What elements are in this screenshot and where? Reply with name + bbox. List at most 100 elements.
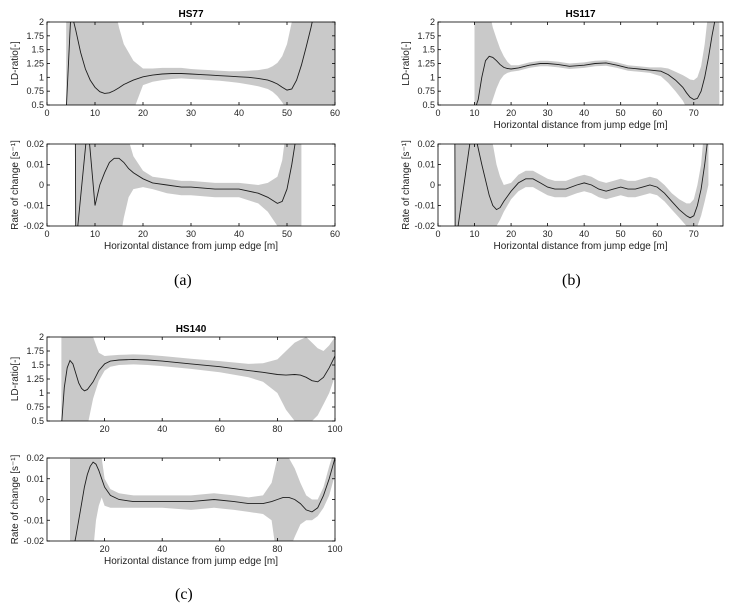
x-tick-label: 50 [616,229,626,239]
y-tick-label: 1.25 [26,374,44,384]
y-tick-label: 1.25 [417,59,435,69]
x-tick-label: 100 [327,424,342,434]
x-tick-label: 20 [506,108,516,118]
x-axis-label: Horizontal distance from jump edge [m] [494,120,668,131]
x-tick-label: 70 [689,108,699,118]
y-axis-label: Rate of change [s⁻¹] [401,140,412,230]
x-axis-label: Horizontal distance from jump edge [m] [494,241,668,252]
y-tick-label: -0.02 [414,221,435,231]
y-tick-label: -0.01 [414,201,435,211]
plot-area [74,144,302,226]
x-tick-label: 20 [506,229,516,239]
x-tick-label: 50 [282,229,292,239]
y-tick-label: 0.5 [31,416,44,426]
x-tick-label: 80 [272,424,282,434]
x-tick-label: 30 [543,108,553,118]
y-tick-label: 0.02 [417,139,435,149]
y-tick-label: 0.02 [26,453,44,463]
confidence-band-0 [454,144,709,226]
confidence-band-0 [474,22,720,105]
x-tick-label: 80 [272,544,282,554]
x-tick-label: 20 [100,424,110,434]
x-tick-label: 20 [138,229,148,239]
chart-title: HS117 [565,9,595,20]
x-tick-label: 40 [579,108,589,118]
x-tick-label: 60 [330,108,340,118]
y-tick-label: 1.5 [31,360,44,370]
x-tick-label: 70 [689,229,699,239]
y-axis-label: LD-ratio[-] [10,41,21,86]
plot-area [474,22,720,105]
y-tick-label: 0.5 [422,100,435,110]
plot-area [66,22,335,105]
confidence-band-0 [66,22,335,105]
y-tick-label: 0.01 [26,160,44,170]
y-axis-label: LD-ratio[-] [10,357,21,402]
y-tick-label: 0.02 [26,139,44,149]
chart-title: HS77 [178,9,203,20]
x-axis-label: Horizontal distance from jump edge [m] [104,556,278,567]
y-tick-label: 0.75 [26,402,44,412]
y-axis-label: Rate of change [s⁻¹] [10,140,21,230]
chart-HS117-ld: 0 10 20 30 40 50 60 70 0.5 0.75 1 1.25 1.5 1.75 2 HS117… [401,9,724,131]
y-tick-label: 1.5 [422,45,435,55]
y-tick-label: -0.02 [23,221,44,231]
x-tick-label: 60 [215,544,225,554]
x-tick-label: 10 [470,108,480,118]
x-tick-label: 0 [44,108,49,118]
x-tick-label: 0 [435,229,440,239]
y-tick-label: -0.01 [23,201,44,211]
y-tick-label: 1.25 [26,59,44,69]
series-line-0 [66,22,313,105]
y-tick-label: 0.75 [417,86,435,96]
y-tick-label: 0.75 [26,86,44,96]
y-tick-label: 1.75 [26,31,44,41]
x-tick-label: 20 [138,108,148,118]
y-axis-label: LD-ratio[-] [401,41,412,86]
y-tick-label: 2 [39,17,44,27]
x-tick-label: 40 [579,229,589,239]
chart-HS77-rate: 0 10 20 30 40 50 60 -0.02 -0.01 0 0.01 0.02 Horizont… [10,139,340,252]
x-tick-label: 20 [100,544,110,554]
x-tick-label: 10 [90,108,100,118]
y-tick-label: 0 [39,495,44,505]
confidence-band-0 [70,458,335,541]
y-tick-label: 1 [39,72,44,82]
x-tick-label: 30 [543,229,553,239]
chart-HS77-ld: 0 10 20 30 40 50 60 0.5 0.75 1 1.25 1.5 1.75 2 HS77 LD-… [10,9,340,118]
series-line-0 [475,22,716,105]
x-tick-label: 10 [470,229,480,239]
x-tick-label: 10 [90,229,100,239]
x-tick-label: 0 [44,229,49,239]
series-line-0 [61,355,335,421]
x-tick-label: 0 [435,108,440,118]
x-tick-label: 60 [215,424,225,434]
confidence-band-0 [75,144,302,226]
chart-HS140-ld: 20 40 60 80 100 0.5 0.75 1 1.25 1.5 1.75 2 HS140 LD-r… [10,324,343,434]
y-tick-label: 1.75 [26,346,44,356]
y-tick-label: 2 [39,332,44,342]
x-tick-label: 40 [157,544,167,554]
plot-area [61,337,335,421]
y-tick-label: 0.01 [417,160,435,170]
x-tick-label: 50 [282,108,292,118]
y-tick-label: 2 [430,17,435,27]
y-tick-label: 1 [430,72,435,82]
plot-area [70,458,335,541]
caption-b: (b) [562,272,581,289]
x-tick-label: 40 [234,108,244,118]
y-tick-label: 0 [39,180,44,190]
y-tick-label: 1.75 [417,31,435,41]
x-tick-label: 60 [652,108,662,118]
plot-area [454,144,709,226]
x-tick-label: 40 [234,229,244,239]
y-tick-label: -0.01 [23,515,44,525]
y-axis-label: Rate of change [s⁻¹] [10,454,21,544]
x-tick-label: 60 [330,229,340,239]
y-tick-label: 0 [430,180,435,190]
caption-c: (c) [175,586,193,603]
y-tick-label: 1 [39,388,44,398]
y-tick-label: -0.02 [23,536,44,546]
series-line-0 [74,144,296,226]
